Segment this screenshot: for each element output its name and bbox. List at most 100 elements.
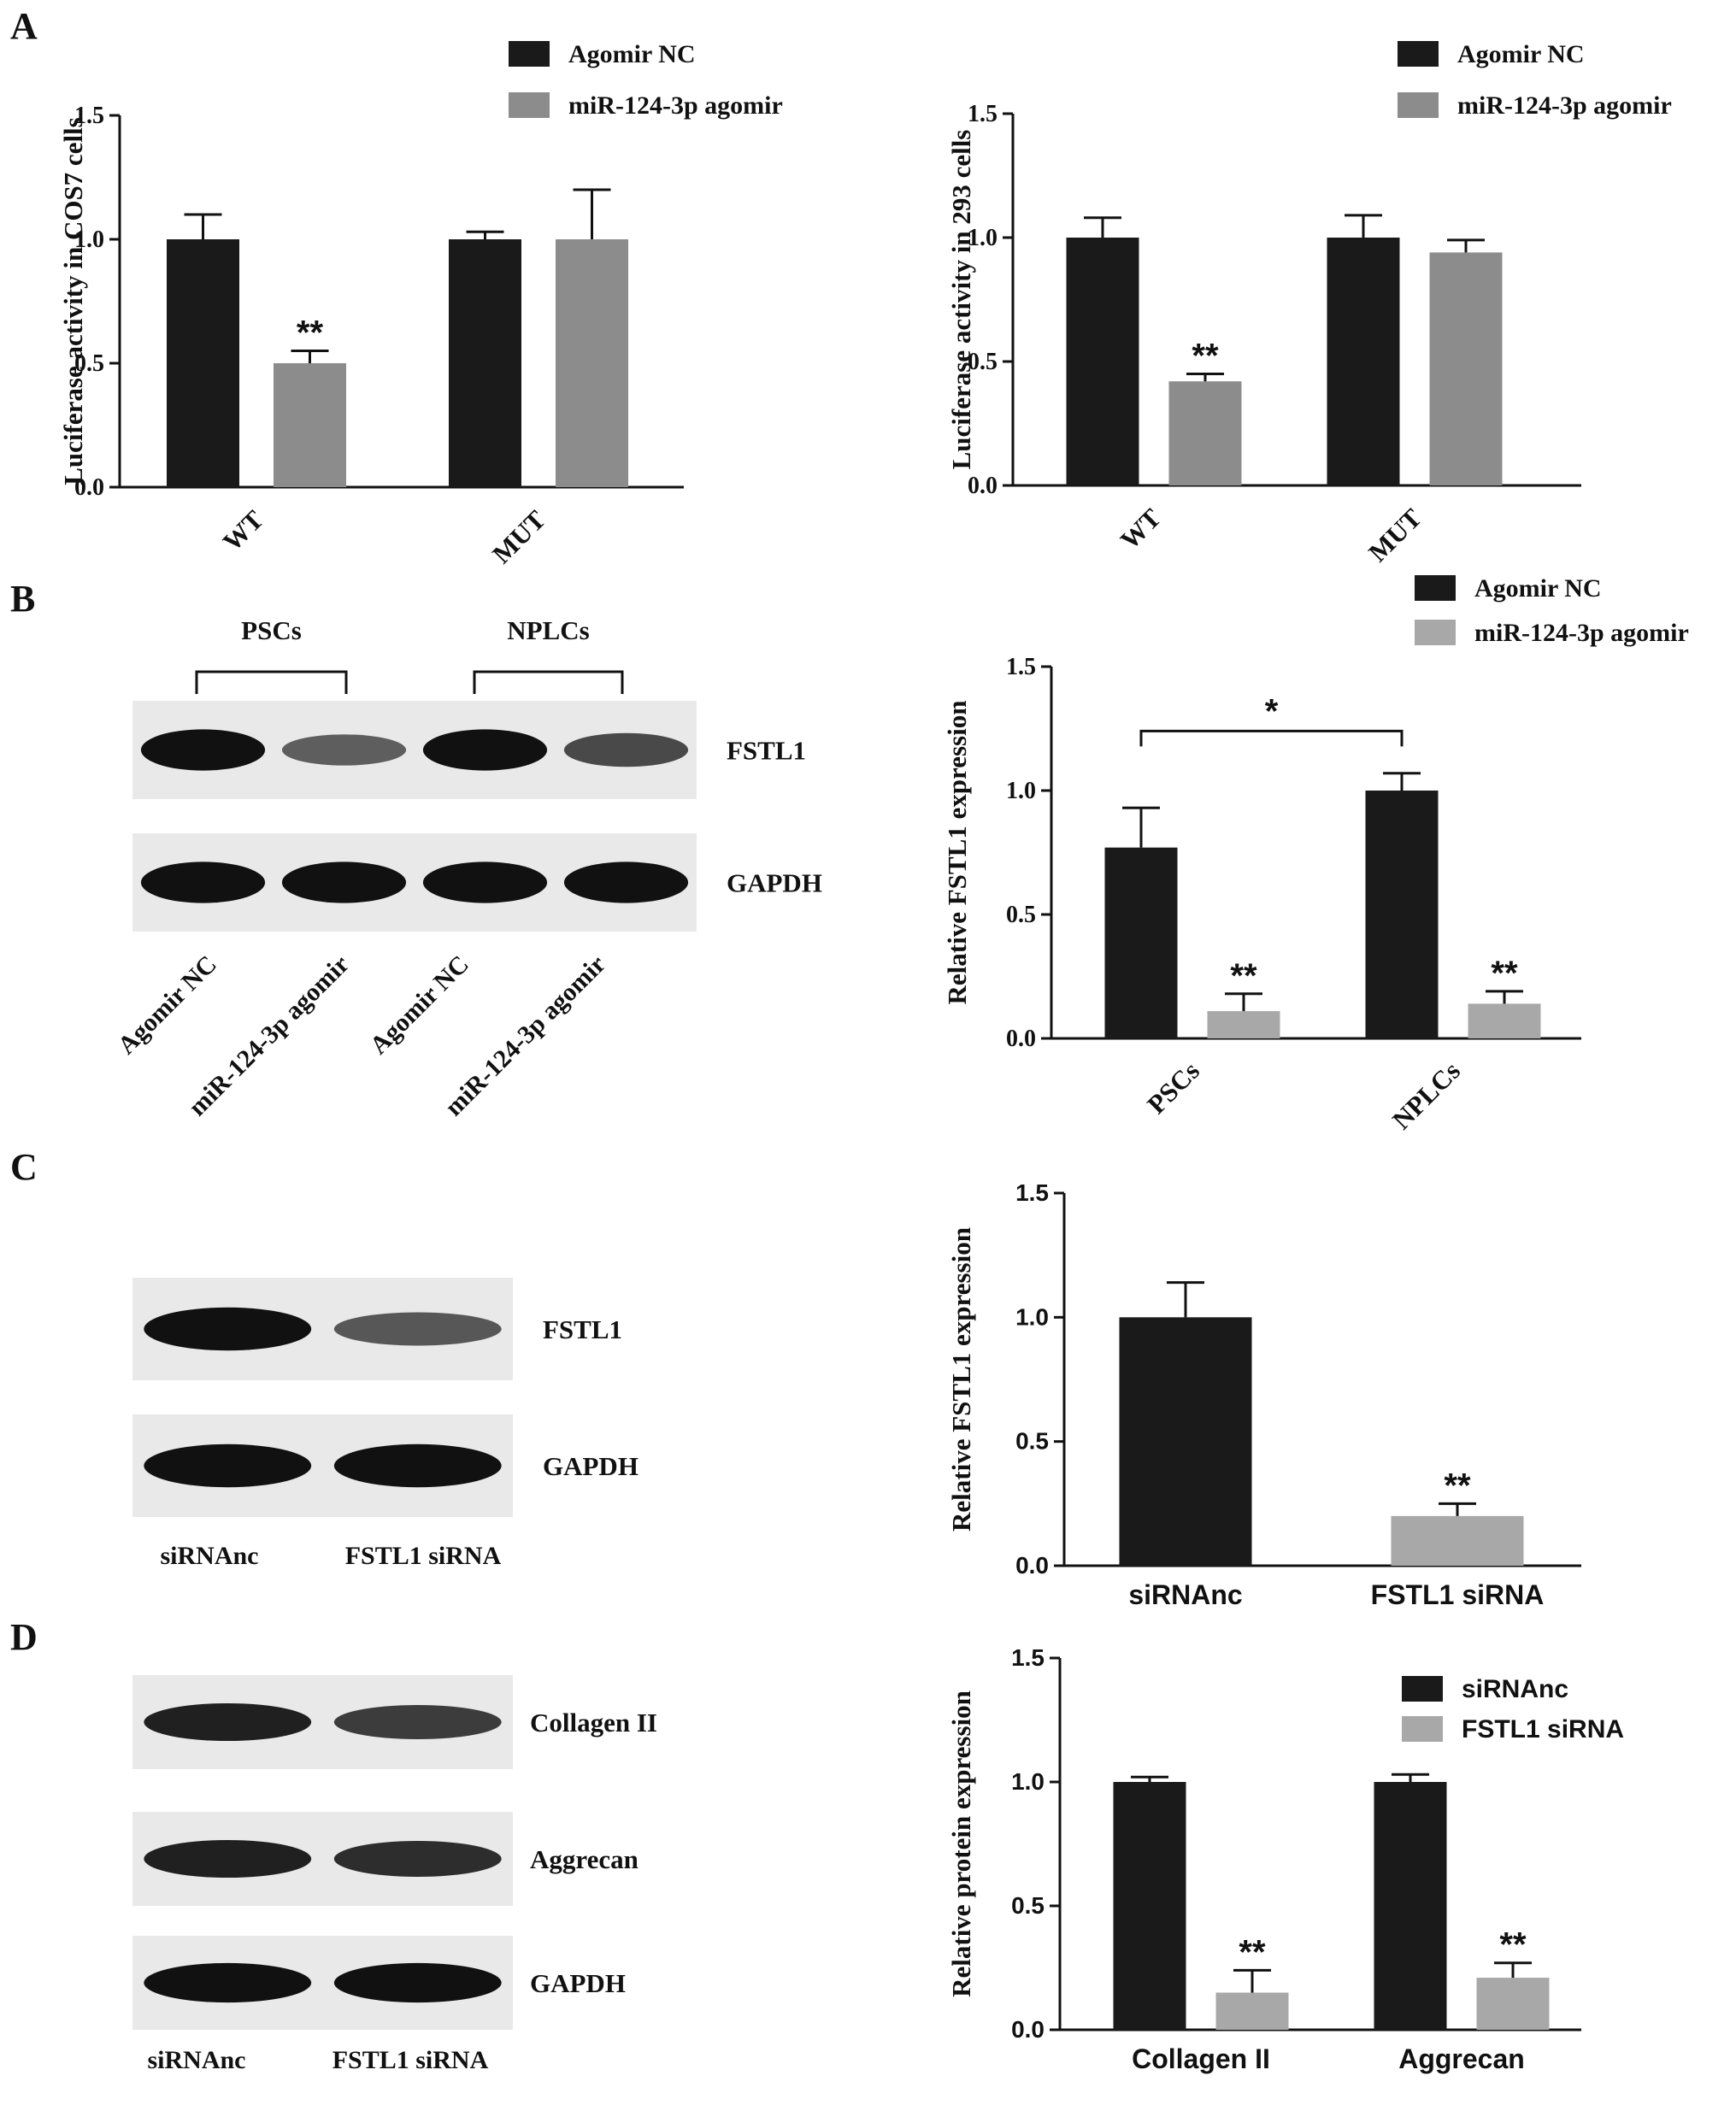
blot-group-bracket bbox=[195, 670, 348, 694]
y-tick-label: 0.5 bbox=[74, 350, 104, 377]
bar bbox=[1468, 1003, 1541, 1038]
y-axis-label: Relative protein expression bbox=[946, 1690, 976, 1997]
x-tick-label: WT bbox=[1115, 503, 1168, 556]
blot-row-label: Aggrecan bbox=[530, 1844, 638, 1874]
bar bbox=[449, 239, 521, 487]
y-tick-label: 1.0 bbox=[968, 225, 997, 251]
y-tick-label: 0.5 bbox=[968, 349, 997, 375]
significance-label: ** bbox=[297, 315, 324, 352]
blot-row-label: GAPDH bbox=[727, 868, 822, 898]
legend-label: miR-124-3p agomir bbox=[1474, 619, 1689, 647]
blot-lane-label: FSTL1 siRNA bbox=[332, 2046, 489, 2074]
chart-b-fstl1-expression: 0.0 0.5 1.0 1.5 Relative FSTL1 expression PSC… bbox=[942, 574, 1689, 1135]
blot-row-label: GAPDH bbox=[530, 1968, 626, 1998]
y-tick-label: 0.0 bbox=[1011, 2016, 1045, 2043]
blot-group-label: PSCs bbox=[241, 615, 302, 645]
bar bbox=[1429, 252, 1503, 485]
blot-row-label: GAPDH bbox=[543, 1451, 638, 1481]
legend-swatch bbox=[1402, 1716, 1443, 1742]
bar bbox=[1104, 847, 1178, 1038]
blot-band bbox=[140, 729, 266, 771]
legend-label: miR-124-3p agomir bbox=[1457, 91, 1672, 120]
legend-label: Agomir NC bbox=[568, 40, 696, 68]
blot-band bbox=[144, 1839, 312, 1879]
x-tick-label: WT bbox=[217, 504, 270, 557]
blot-band bbox=[281, 861, 407, 903]
y-tick-label: 1.0 bbox=[1006, 778, 1036, 804]
x-tick-label: MUT bbox=[1362, 503, 1427, 567]
blot-row-label: Collagen II bbox=[530, 1708, 657, 1738]
significance-label: * bbox=[1265, 692, 1279, 730]
y-tick-label: 0.5 bbox=[1006, 902, 1036, 928]
blot-band bbox=[563, 861, 689, 903]
legend-swatch bbox=[509, 41, 550, 67]
blot-band bbox=[422, 861, 548, 903]
bar bbox=[1066, 238, 1139, 485]
blot-lane-label: Agomir NC bbox=[365, 950, 474, 1060]
legend-swatch bbox=[1415, 620, 1456, 645]
y-tick-label: 1.0 bbox=[1015, 1303, 1049, 1330]
x-tick-label: Collagen II bbox=[1132, 2043, 1270, 2074]
blot-band bbox=[333, 1312, 502, 1346]
x-tick-label: Aggrecan bbox=[1398, 2043, 1525, 2074]
legend-label: miR-124-3p agomir bbox=[568, 91, 783, 120]
chart-a-293-luciferase: 0.0 0.5 1.0 1.5 Luciferase activity in 293 c… bbox=[946, 40, 1672, 567]
panel-label-b: B bbox=[10, 578, 35, 620]
bar bbox=[1113, 1782, 1186, 2030]
legend-swatch bbox=[1402, 1676, 1443, 1702]
blot-band bbox=[563, 732, 689, 767]
y-tick-label: 0.0 bbox=[1006, 1026, 1036, 1052]
western-blot-c: FSTL1 GAPDH siRNAnc FSTL1 siRNA bbox=[132, 1278, 638, 1570]
significance-label: ** bbox=[1192, 338, 1219, 375]
bar bbox=[274, 363, 346, 487]
chart-c-fstl1-expression: 0.0 0.5 1.0 1.5 Relative FSTL1 expression siR… bbox=[946, 1179, 1581, 1610]
blot-lane-label: Agomir NC bbox=[113, 950, 222, 1060]
blot-lane-label: siRNAnc bbox=[147, 2046, 245, 2074]
y-tick-label: 1.5 bbox=[1011, 1644, 1045, 1671]
bar bbox=[1215, 1992, 1289, 2030]
chart-d-protein-expression: 0.0 0.5 1.0 1.5 Relative protein expression C… bbox=[946, 1644, 1624, 2074]
legend-label: FSTL1 siRNA bbox=[1462, 1715, 1624, 1743]
significance-label: ** bbox=[1230, 957, 1257, 995]
bar bbox=[556, 239, 628, 487]
significance-label: ** bbox=[1499, 1926, 1527, 1964]
bar bbox=[1365, 791, 1439, 1038]
blot-band bbox=[333, 1444, 502, 1488]
y-tick-label: 0.5 bbox=[1015, 1428, 1049, 1455]
bar bbox=[1476, 1978, 1550, 2030]
blot-band bbox=[144, 1444, 312, 1488]
legend-swatch bbox=[1415, 575, 1456, 601]
y-tick-label: 1.5 bbox=[1006, 654, 1036, 680]
x-tick-label: siRNAnc bbox=[1128, 1579, 1242, 1610]
panel-label-c: C bbox=[10, 1146, 38, 1188]
x-tick-label: FSTL1 siRNA bbox=[1371, 1579, 1545, 1610]
legend-swatch bbox=[1398, 92, 1439, 118]
y-tick-label: 0.0 bbox=[74, 474, 104, 501]
y-tick-label: 1.5 bbox=[1015, 1179, 1049, 1206]
y-axis-label: Luciferase activity in COS7 cells bbox=[58, 117, 88, 485]
y-tick-label: 1.5 bbox=[74, 103, 104, 129]
blot-band bbox=[333, 1705, 502, 1739]
bar bbox=[1119, 1317, 1252, 1566]
x-tick-label: PSCs bbox=[1141, 1055, 1205, 1120]
y-tick-label: 0.0 bbox=[968, 473, 997, 499]
significance-label: ** bbox=[1444, 1467, 1471, 1504]
panel-label-d: D bbox=[10, 1616, 38, 1658]
y-tick-label: 1.5 bbox=[968, 101, 997, 127]
bar bbox=[167, 239, 239, 487]
legend-label: Agomir NC bbox=[1474, 574, 1602, 603]
significance-label: ** bbox=[1491, 955, 1518, 992]
y-axis-label: Luciferase activity in 293 cells bbox=[946, 130, 976, 470]
significance-bracket bbox=[1139, 729, 1404, 747]
x-tick-label: MUT bbox=[486, 504, 551, 569]
blot-row-label: FSTL1 bbox=[727, 736, 806, 766]
bar bbox=[1391, 1515, 1524, 1566]
blot-band bbox=[333, 1962, 502, 2003]
legend-swatch bbox=[1398, 41, 1439, 67]
y-axis-label: Relative FSTL1 expression bbox=[946, 1227, 976, 1532]
blot-row-label: FSTL1 bbox=[543, 1314, 622, 1344]
bar bbox=[1327, 238, 1400, 485]
